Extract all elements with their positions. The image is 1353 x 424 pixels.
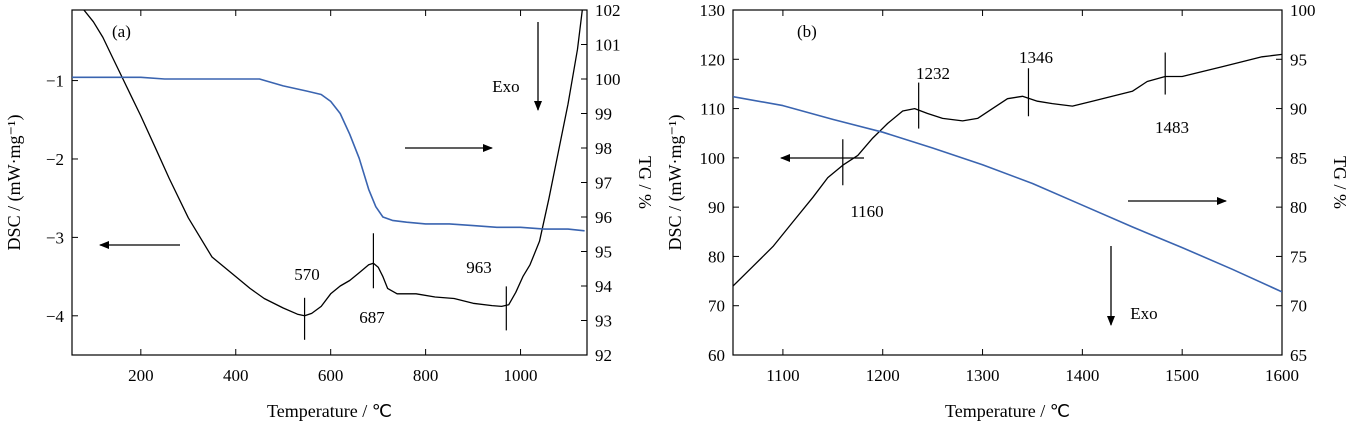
x-tick-label: 800 xyxy=(413,366,439,385)
y2-tick-label: 98 xyxy=(595,139,612,158)
y2-tick-label: 75 xyxy=(1290,247,1307,266)
y-tick-label: 110 xyxy=(700,100,725,119)
tg-curve xyxy=(72,76,585,232)
panel-b-chart: 1100 1200 1300 1400 1500 1600 60 70 80 90 100 110 12… xyxy=(665,1,1350,421)
peak-label: 570 xyxy=(294,265,320,284)
plot-frame xyxy=(732,9,1283,356)
y2-tick-label: 102 xyxy=(595,1,621,20)
panel-a-chart: 200 400 600 800 1000 −4 −3 −2 −1 92 93 94 95 96 97 98 99… xyxy=(4,1,655,421)
x-tick-label: 1000 xyxy=(504,366,538,385)
y2-tick-label: 100 xyxy=(595,70,621,89)
y-tick-label: −2 xyxy=(46,150,64,169)
x-axis-title: Temperature / ℃ xyxy=(945,401,1070,421)
x-tick-label: 1500 xyxy=(1165,366,1199,385)
dsc-curve xyxy=(83,10,583,317)
y-tick-label: 120 xyxy=(700,50,726,69)
y2-axis-title: TG / % xyxy=(1330,156,1350,209)
y2-tick-label: 93 xyxy=(595,312,612,331)
y-tick-label: −3 xyxy=(46,228,64,247)
peak-label: 1160 xyxy=(850,202,883,221)
exo-label: Exo xyxy=(1130,304,1157,323)
y2-tick-label: 99 xyxy=(595,105,612,124)
y2-tick-label: 95 xyxy=(595,243,612,262)
y2-tick-label: 94 xyxy=(595,277,613,296)
panel-label: (a) xyxy=(112,22,131,41)
y2-tick-label: 97 xyxy=(595,174,613,193)
y2-tick-label: 80 xyxy=(1290,198,1307,217)
y2-tick-label: 92 xyxy=(595,346,612,365)
peak-label: 1483 xyxy=(1155,118,1189,137)
y-tick-label: 80 xyxy=(708,247,725,266)
x-tick-label: 1100 xyxy=(766,366,799,385)
peak-label: 963 xyxy=(466,258,492,277)
y-tick-label: 130 xyxy=(700,1,726,20)
dsc-curve xyxy=(733,53,1282,287)
y-tick-label: 90 xyxy=(708,198,725,217)
y2-tick-label: 65 xyxy=(1290,346,1307,365)
y2-tick-label: 100 xyxy=(1290,1,1316,20)
exo-label: Exo xyxy=(492,77,519,96)
peak-label: 1232 xyxy=(916,64,950,83)
y2-axis-title: TG / % xyxy=(635,156,655,209)
y2-tick-label: 70 xyxy=(1290,297,1307,316)
y2-tick-label: 85 xyxy=(1290,149,1307,168)
x-axis-title: Temperature / ℃ xyxy=(267,401,392,421)
y-axis-title: DSC / (mW·mg⁻¹) xyxy=(665,115,686,251)
y2-tick-label: 90 xyxy=(1290,100,1307,119)
y2-tick-label: 101 xyxy=(595,36,621,55)
x-tick-label: 1300 xyxy=(966,366,1000,385)
y2-tick-label: 96 xyxy=(595,208,612,227)
x-tick-label: 200 xyxy=(128,366,154,385)
x-tick-label: 600 xyxy=(318,366,344,385)
peak-label: 1346 xyxy=(1019,48,1053,67)
peak-label: 687 xyxy=(359,308,385,327)
y2-tick-label: 95 xyxy=(1290,50,1307,69)
x-tick-label: 400 xyxy=(223,366,249,385)
y-tick-label: 70 xyxy=(708,297,725,316)
x-tick-label: 1200 xyxy=(866,366,900,385)
y-axis-title: DSC / (mW·mg⁻¹) xyxy=(4,115,25,251)
x-tick-label: 1600 xyxy=(1265,366,1299,385)
y-tick-label: 100 xyxy=(700,149,726,168)
y-tick-label: −4 xyxy=(46,307,65,326)
y-tick-label: 60 xyxy=(708,346,725,365)
panel-label: (b) xyxy=(797,22,817,41)
y-tick-label: −1 xyxy=(46,72,64,91)
tg-curve xyxy=(733,95,1282,293)
x-tick-label: 1400 xyxy=(1065,366,1099,385)
